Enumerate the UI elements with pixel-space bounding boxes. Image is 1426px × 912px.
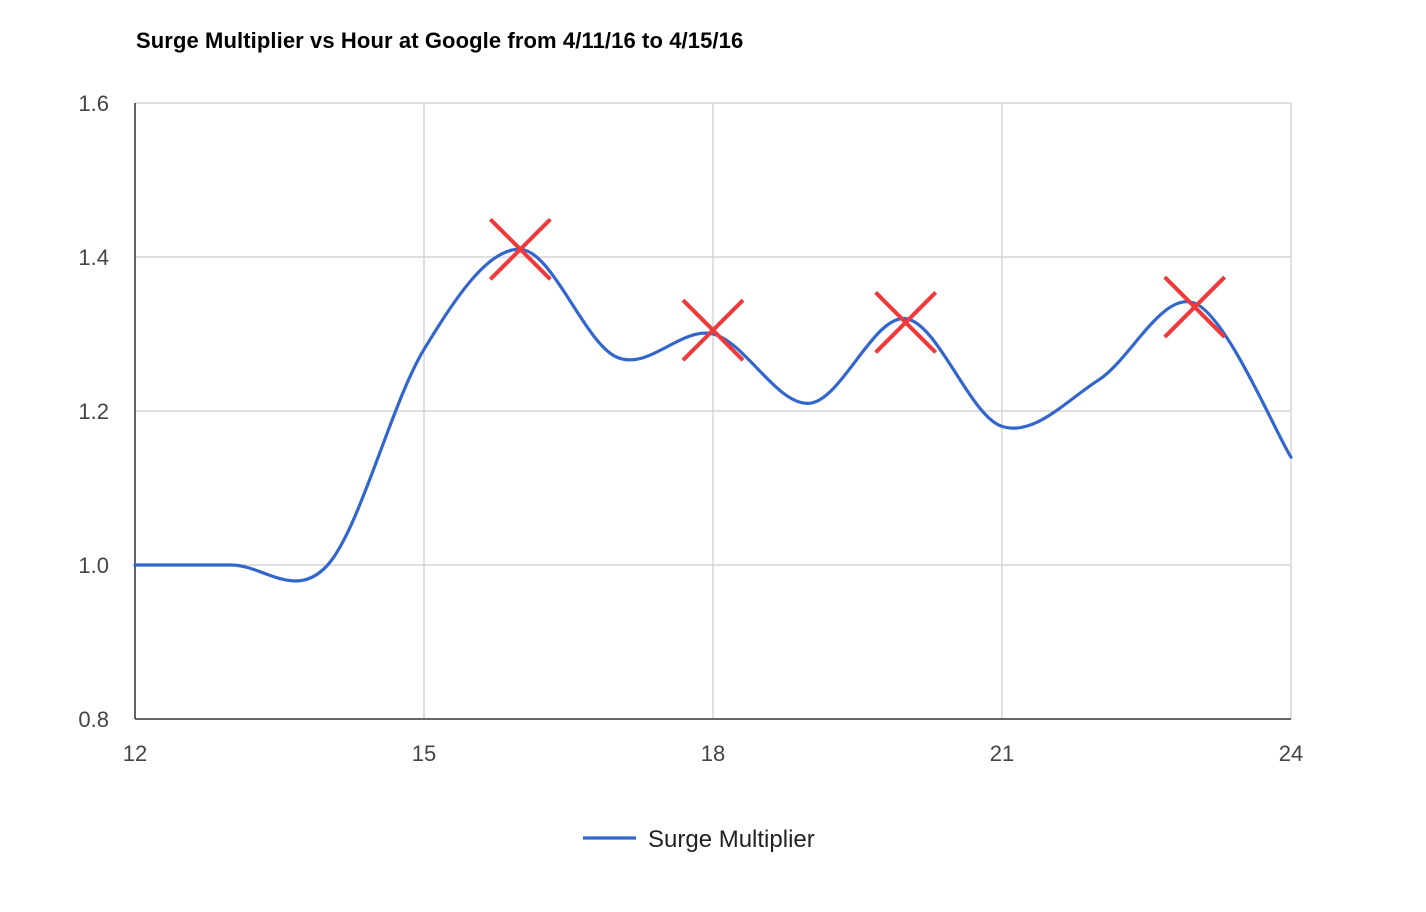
x-tick-label: 15 bbox=[412, 741, 436, 766]
x-tick-label: 18 bbox=[701, 741, 725, 766]
axes: 0.8 1.0 1.2 1.4 1.6 12 15 18 21 24 bbox=[78, 91, 1303, 766]
x-tick-label: 24 bbox=[1279, 741, 1303, 766]
series-line-surge-multiplier bbox=[133, 247, 1293, 583]
annotation-markers bbox=[488, 217, 1227, 362]
legend-item-surge-multiplier: Surge Multiplier bbox=[583, 826, 815, 853]
y-tick-label: 1.6 bbox=[78, 91, 109, 116]
x-marker bbox=[488, 217, 552, 281]
y-tick-label: 0.8 bbox=[78, 707, 109, 732]
x-tick-label: 12 bbox=[123, 741, 147, 766]
series-layer bbox=[133, 247, 1293, 583]
gridlines bbox=[134, 102, 1292, 719]
y-tick-label: 1.2 bbox=[78, 399, 109, 424]
y-tick-label: 1.4 bbox=[78, 245, 109, 270]
x-marker bbox=[1163, 275, 1227, 339]
x-marker bbox=[874, 291, 938, 354]
x-marker bbox=[681, 298, 745, 362]
y-tick-label: 1.0 bbox=[78, 553, 109, 578]
legend-label: Surge Multiplier bbox=[648, 826, 815, 853]
x-tick-label: 21 bbox=[990, 741, 1014, 766]
legend: Surge Multiplier bbox=[583, 826, 815, 853]
chart-title: Surge Multiplier vs Hour at Google from … bbox=[136, 28, 744, 53]
